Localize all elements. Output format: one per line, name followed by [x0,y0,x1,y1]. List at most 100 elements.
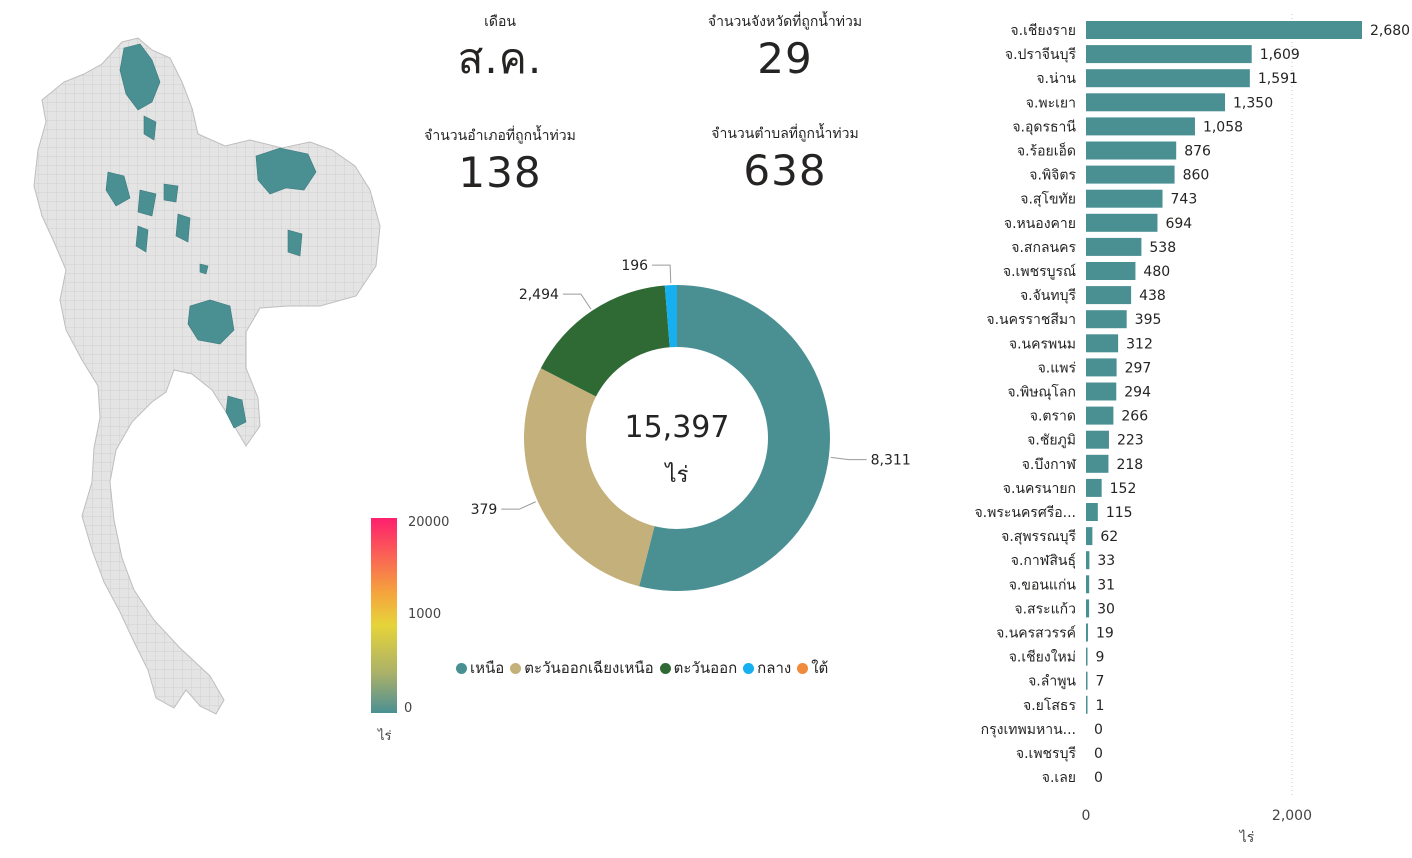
bar-22[interactable] [1086,551,1090,570]
bar-6[interactable] [1086,165,1175,184]
bar-16[interactable] [1086,406,1114,425]
bar-category-label-1: จ.ปราจีนบุรี [1005,47,1077,63]
bar-12[interactable] [1086,310,1127,329]
bar-0[interactable] [1086,21,1362,39]
donut-leader-2 [562,293,592,310]
color-scale-svg: 20000 1000 0 ไร่ [371,515,449,744]
bar-value-label-17: 223 [1117,433,1144,449]
bar-25[interactable] [1086,623,1088,642]
bar-value-label-10: 480 [1143,264,1170,280]
bar-value-label-21: 62 [1100,529,1118,545]
donut-label-1: 379 [471,502,498,518]
bar-category-label-15: จ.พิษณุโลก [1007,384,1076,401]
donut-legend: เหนือ ตะวันออกเฉียงเหนือ ตะวันออก กลาง ใต้ [456,656,828,680]
bar-13[interactable] [1086,334,1119,353]
donut-slice-0[interactable] [639,285,830,591]
provinces-value: 29 [757,34,813,83]
bar-11[interactable] [1086,286,1132,305]
bar-24[interactable] [1086,599,1090,618]
legend-swatch-2 [659,662,671,674]
bar-value-label-19: 152 [1110,481,1137,497]
bar-category-label-8: จ.หนองคาย [1004,216,1076,232]
bar-10[interactable] [1086,262,1136,280]
bar-category-label-7: จ.สุโขทัย [1020,191,1076,208]
bar-28[interactable] [1086,695,1088,714]
bar-23[interactable] [1086,575,1090,594]
bar-5[interactable] [1086,141,1177,160]
color-scale-bar [371,518,397,713]
bar-category-label-27: จ.ลำพูน [1028,674,1076,690]
flood-sakon-nakhon [287,229,303,257]
thailand-flood-map[interactable] [20,30,400,730]
bar-14[interactable] [1086,358,1117,377]
bar-category-label-12: จ.นครราชสีมา [986,312,1076,328]
bar-category-label-22: จ.กาฬสินธุ์ [1011,552,1076,569]
bar-value-label-27: 7 [1096,674,1105,690]
donut-slice-1[interactable] [524,368,655,587]
bar-value-label-15: 294 [1124,385,1151,401]
flood-nong-khai [255,147,317,195]
bar-category-label-18: จ.บึงกาฬ [1022,457,1077,473]
bar-category-label-24: จ.สระแก้ว [1014,601,1076,617]
bar-18[interactable] [1086,454,1109,473]
bar-category-label-0: จ.เชียงราย [1010,23,1076,39]
bar-2[interactable] [1086,69,1250,88]
bar-value-label-5: 876 [1184,144,1211,160]
x-tick-label-0: 0 [1082,808,1091,824]
legend-item-1[interactable]: ตะวันออกเฉียงเหนือ [510,656,654,680]
bar-3[interactable] [1086,93,1226,112]
bar-value-label-25: 19 [1096,626,1114,642]
bar-category-label-4: จ.อุดรธานี [1012,119,1076,135]
map-color-scale: 20000 1000 0 ไร่ [360,510,480,750]
bar-category-label-13: จ.นครพนม [1009,336,1076,352]
bar-27[interactable] [1086,671,1088,690]
region-donut-chart[interactable]: 8,311 379 2,494 196 15,397 ไร่ [440,250,960,610]
provinces-label: จำนวนจังหวัดที่ถูกน้ำท่วม [707,14,863,30]
bar-21[interactable] [1086,527,1093,546]
month-value: ส.ค. [457,34,543,83]
x-tick-label-1: 2,000 [1272,808,1312,824]
legend-item-3[interactable]: กลาง [743,656,791,680]
scale-mid-label: 1000 [408,607,441,622]
bar-category-label-20: จ.พระนครศรีอ... [974,505,1076,521]
bar-7[interactable] [1086,189,1163,208]
bar-19[interactable] [1086,478,1102,497]
legend-label-3: กลาง [757,659,792,677]
bar-20[interactable] [1086,503,1098,521]
legend-item-4[interactable]: ใต้ [797,656,828,680]
bar-4[interactable] [1086,117,1195,136]
bar-category-label-14: จ.แพร่ [1038,360,1077,376]
flood-phayao [143,115,157,141]
donut-slice-3[interactable] [664,285,677,348]
donut-leader-1 [501,501,536,510]
subdistricts-card: จำนวนตำบลที่ถูกน้ำท่วม 638 [645,124,925,198]
bar-value-label-1: 1,609 [1260,47,1300,63]
bar-category-label-29: กรุงเทพมหาน... [981,722,1076,738]
bar-17[interactable] [1086,430,1109,449]
flood-sukhothai [135,225,149,253]
bar-value-label-11: 438 [1139,288,1166,304]
bar-value-label-6: 860 [1183,168,1210,184]
bar-9[interactable] [1086,237,1142,256]
bar-26[interactable] [1086,647,1088,666]
province-bar-chart[interactable]: จ.เชียงราย 2,680 จ.ปราจีนบุรี 1,609 จ.น่าน 1,… [960,0,1412,854]
bar-category-label-9: จ.สกลนคร [1011,240,1076,256]
bar-15[interactable] [1086,382,1117,401]
bar-value-label-13: 312 [1126,336,1153,352]
donut-label-2: 2,494 [519,287,559,303]
legend-item-2[interactable]: ตะวันออก [659,656,737,680]
map-district-grid [34,38,380,714]
bar-1[interactable] [1086,45,1252,64]
bar-value-label-24: 30 [1097,601,1115,617]
month-card: เดือน ส.ค. [360,12,640,86]
flood-prachinburi [187,299,235,345]
bar-value-label-31: 0 [1094,770,1103,786]
bar-rows: จ.เชียงราย 2,680 จ.ปราจีนบุรี 1,609 จ.น่าน 1,… [974,21,1410,786]
bar-8[interactable] [1086,213,1158,232]
bar-value-label-4: 1,058 [1203,119,1243,135]
month-label: เดือน [484,14,516,30]
legend-item-0[interactable]: เหนือ [456,656,504,680]
bar-category-label-2: จ.น่าน [1036,71,1076,87]
donut-slice-2[interactable] [540,285,670,397]
bar-svg: จ.เชียงราย 2,680 จ.ปราจีนบุรี 1,609 จ.น่าน 1,… [974,14,1410,846]
